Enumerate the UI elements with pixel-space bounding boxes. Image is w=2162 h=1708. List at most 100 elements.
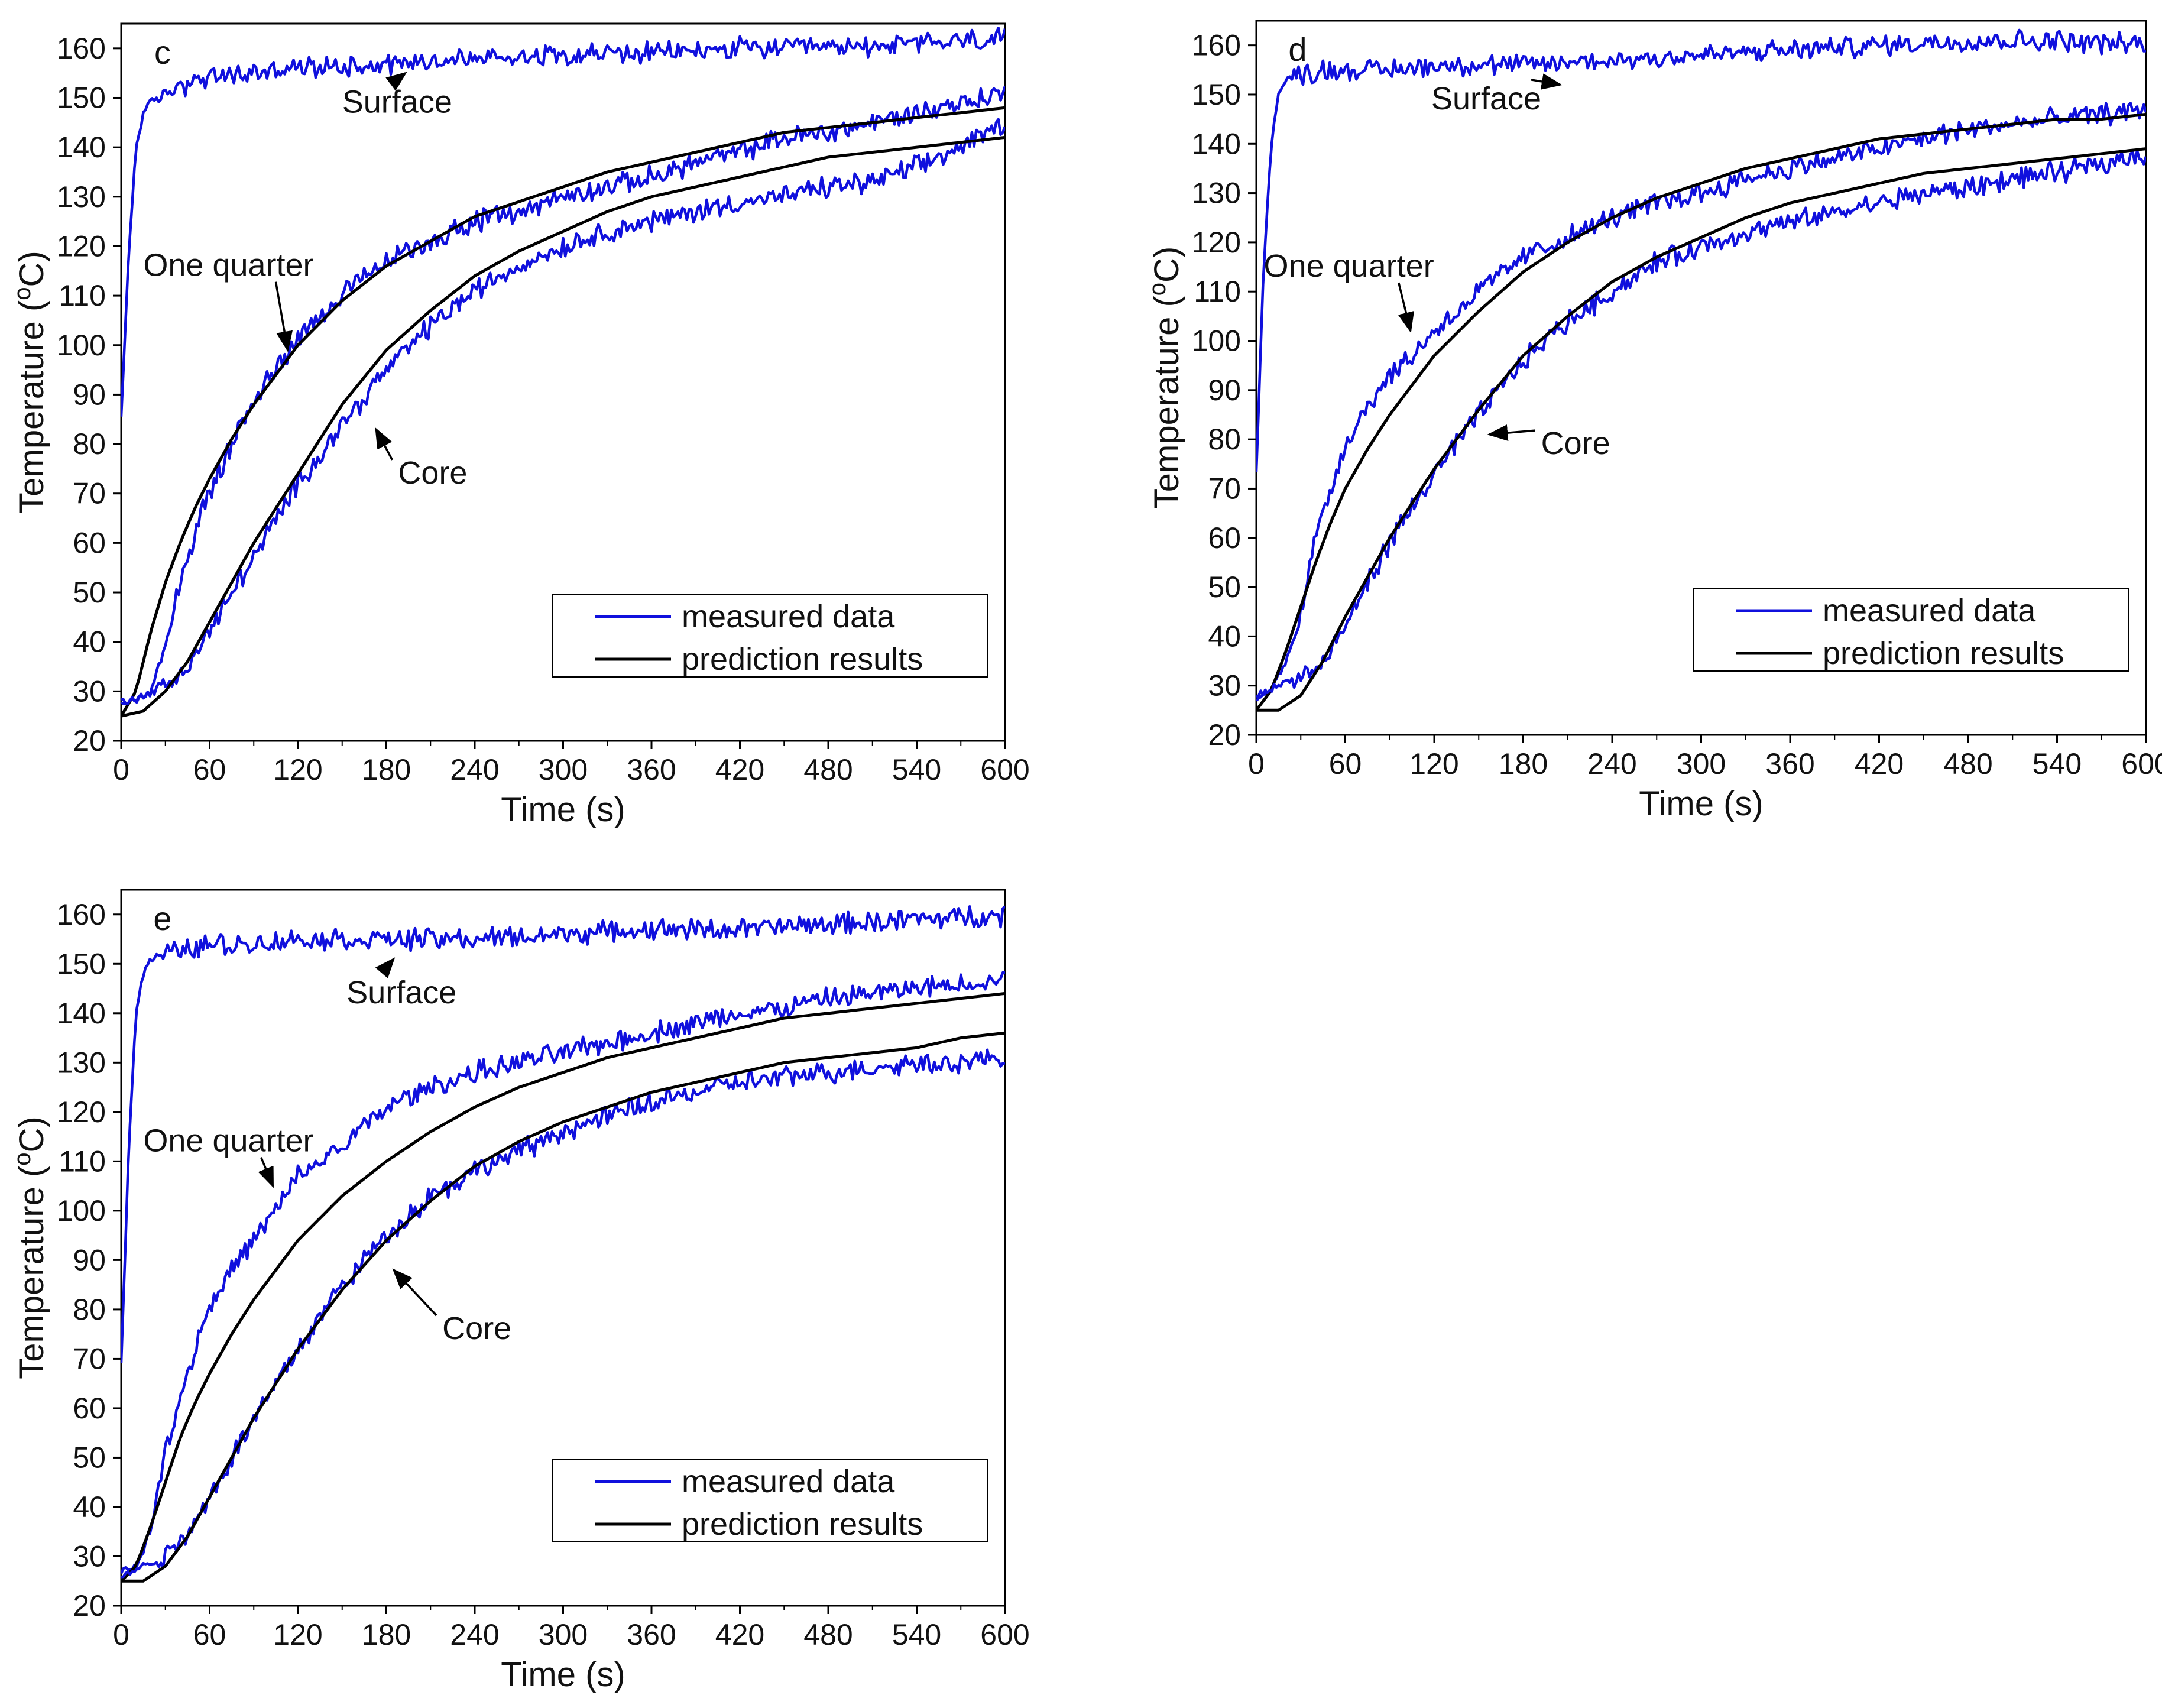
y-tick-label: 150 bbox=[57, 947, 106, 980]
y-tick-label: 80 bbox=[73, 427, 106, 461]
x-tick-label: 360 bbox=[627, 753, 676, 786]
x-axis-title: Time (s) bbox=[1639, 785, 1763, 823]
annotation-arrow bbox=[1531, 73, 1563, 90]
x-tick-label: 120 bbox=[1409, 747, 1458, 780]
y-tick-label: 150 bbox=[57, 81, 106, 114]
series-line-measured bbox=[121, 905, 1005, 1363]
x-tick-label: 180 bbox=[362, 753, 411, 786]
annotation-label: One quarter bbox=[143, 1123, 313, 1159]
annotation-arrow bbox=[375, 427, 393, 461]
series-line-prediction bbox=[121, 135, 1005, 718]
series-line-measured bbox=[121, 86, 1005, 706]
x-axis-title: Time (s) bbox=[501, 790, 625, 829]
x-tick-label: 180 bbox=[1499, 747, 1548, 780]
panel-label: e bbox=[153, 900, 171, 937]
x-tick-label: 60 bbox=[193, 753, 226, 786]
series-line-prediction bbox=[121, 1031, 1005, 1583]
y-tick-label: 90 bbox=[73, 378, 106, 411]
panel-label: d bbox=[1288, 31, 1307, 68]
annotation-arrow bbox=[385, 72, 407, 91]
x-tick-label: 480 bbox=[803, 1618, 853, 1651]
y-axis-title-main: Temperature ( bbox=[12, 1166, 51, 1379]
annotation-label: Core bbox=[442, 1311, 511, 1346]
x-tick-label: 120 bbox=[273, 1618, 322, 1651]
x-tick-label: 180 bbox=[362, 1618, 411, 1651]
y-axis-title: Temperature (oC) bbox=[1145, 247, 1186, 509]
x-tick-label: 60 bbox=[1329, 747, 1362, 780]
annotation-arrow bbox=[375, 957, 396, 978]
y-tick-label: 120 bbox=[57, 1096, 106, 1129]
x-tick-label: 420 bbox=[715, 1618, 764, 1651]
y-tick-label: 100 bbox=[57, 1194, 106, 1227]
annotation-label: Core bbox=[1541, 426, 1610, 461]
legend-label: measured data bbox=[1823, 593, 2036, 628]
y-tick-label: 20 bbox=[1208, 718, 1241, 751]
y-tick-label: 160 bbox=[57, 32, 106, 65]
x-tick-label: 420 bbox=[715, 753, 764, 786]
series-line-measured bbox=[1256, 102, 2146, 702]
y-tick-label: 20 bbox=[73, 724, 106, 757]
x-tick-label: 360 bbox=[627, 1618, 676, 1651]
x-tick-label: 600 bbox=[980, 1618, 1029, 1651]
y-tick-label: 140 bbox=[57, 131, 106, 164]
legend-box bbox=[1693, 588, 2129, 672]
y-tick-label: 140 bbox=[57, 997, 106, 1030]
y-tick-label: 70 bbox=[1208, 472, 1241, 505]
y-axis-title-degree: o bbox=[9, 287, 35, 300]
legend: measured data prediction results bbox=[1693, 588, 2129, 672]
series-line-measured bbox=[121, 971, 1005, 1574]
x-tick-label: 540 bbox=[2033, 747, 2082, 780]
y-tick-label: 20 bbox=[73, 1589, 106, 1622]
x-axis-title: Time (s) bbox=[501, 1655, 625, 1694]
y-tick-label: 80 bbox=[1208, 423, 1241, 456]
y-tick-label: 30 bbox=[1208, 669, 1241, 702]
x-tick-label: 480 bbox=[803, 753, 853, 786]
annotation-arrow bbox=[1398, 282, 1414, 333]
series-group bbox=[1256, 28, 2146, 712]
chart-panel-d: 0 60 120 180 240 300 360 420 480 540 600 20 30 40 50 60… bbox=[1145, 20, 2162, 823]
x-tick-label: 0 bbox=[113, 1618, 129, 1651]
y-tick-label: 90 bbox=[1208, 374, 1241, 407]
x-tick-label: 360 bbox=[1765, 747, 1814, 780]
x-tick-label: 420 bbox=[1855, 747, 1904, 780]
series-line-prediction bbox=[121, 106, 1005, 717]
y-axis-title-main: Temperature ( bbox=[12, 300, 51, 514]
y-tick-label: 140 bbox=[1192, 127, 1241, 160]
y-axis-title-degree: o bbox=[9, 1152, 35, 1165]
y-tick-label: 30 bbox=[73, 675, 106, 708]
annotation-arrow bbox=[1487, 424, 1535, 442]
y-tick-label: 40 bbox=[73, 625, 106, 659]
series-line-prediction bbox=[1256, 112, 2146, 711]
x-tick-label: 600 bbox=[2121, 747, 2162, 780]
annotation-label: Surface bbox=[1431, 81, 1541, 116]
annotation-label: One quarter bbox=[143, 248, 313, 283]
annotation-arrow bbox=[274, 281, 293, 352]
y-tick-label: 60 bbox=[73, 526, 106, 559]
series-line-prediction bbox=[121, 991, 1005, 1582]
annotation-label: Core bbox=[398, 455, 467, 491]
y-tick-label: 150 bbox=[1192, 78, 1241, 111]
y-tick-label: 120 bbox=[1192, 226, 1241, 259]
y-tick-label: 30 bbox=[73, 1540, 106, 1573]
x-tick-label: 480 bbox=[1943, 747, 1992, 780]
x-tick-label: 300 bbox=[539, 1618, 588, 1651]
chart-panel-e: 0 60 120 180 240 300 360 420 480 540 600 20 30 40 50 60… bbox=[9, 889, 1030, 1694]
legend-label: measured data bbox=[682, 599, 895, 634]
y-axis-title-main: Temperature ( bbox=[1148, 296, 1186, 509]
y-tick-label: 100 bbox=[1192, 325, 1241, 358]
y-tick-label: 90 bbox=[73, 1243, 106, 1276]
series-line-prediction bbox=[1256, 147, 2146, 712]
y-tick-label: 100 bbox=[57, 329, 106, 362]
legend-label: prediction results bbox=[1823, 636, 2064, 671]
y-axis-title: Temperature (oC) bbox=[9, 251, 51, 513]
legend: measured data prediction results bbox=[552, 1459, 988, 1542]
legend-label: prediction results bbox=[682, 1506, 923, 1542]
series-line-measured bbox=[121, 118, 1005, 705]
series-group bbox=[121, 27, 1005, 718]
chart-panel-c: 0 60 120 180 240 300 360 420 480 540 600 20 30 40 50 60… bbox=[9, 22, 1030, 829]
y-tick-label: 130 bbox=[57, 180, 106, 213]
y-tick-label: 130 bbox=[1192, 177, 1241, 210]
y-tick-label: 110 bbox=[59, 279, 106, 312]
y-tick-label: 160 bbox=[1192, 29, 1241, 62]
